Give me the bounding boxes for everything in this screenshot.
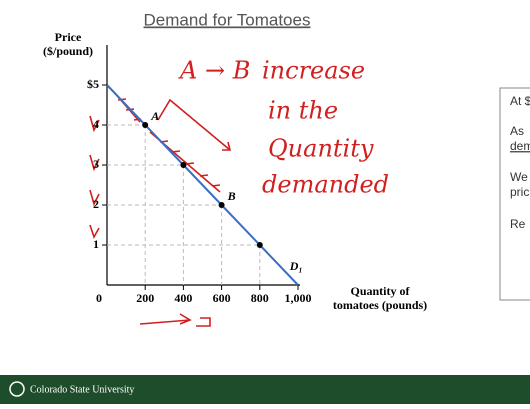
demand-line (106, 84, 299, 286)
note-line: Quantity (268, 135, 374, 163)
note-line: A → B (178, 57, 250, 85)
x-tick-label: 0 (96, 291, 102, 305)
point-label: A (150, 109, 159, 123)
point-label: B (227, 189, 236, 203)
note-line: demanded (262, 171, 389, 199)
text-panel (499, 87, 530, 301)
panel-line: At $ (510, 94, 530, 108)
chart-title: Demand for Tomatoes (144, 10, 311, 29)
point (256, 242, 263, 248)
x-tick-label: 400 (174, 291, 192, 305)
panel-line: pric (510, 185, 529, 199)
note-line: increase (262, 57, 365, 85)
x-tick-label: 200 (136, 291, 154, 305)
point (180, 162, 187, 168)
note-line: in the (268, 97, 338, 125)
arrow (89, 115, 100, 239)
y-tick-label: 2 (93, 197, 99, 211)
x-tick-label: 600 (213, 291, 231, 305)
arrow (139, 313, 211, 327)
y-tick-label: 4 (93, 117, 99, 131)
legend-label: D₁ (289, 259, 303, 273)
logo (9, 381, 25, 397)
panel-line: We (510, 170, 528, 184)
footer-bar (0, 375, 530, 404)
y-tick-label: 3 (93, 157, 99, 171)
y-axis-label: Price ($/pound) (43, 30, 93, 58)
point (142, 122, 149, 128)
y-tick-label: 1 (93, 237, 99, 251)
x-tick-label: 800 (251, 291, 269, 305)
panel-line: Re (510, 217, 526, 231)
x-axis-label: Quantity of tomatoes (pounds) (333, 284, 427, 312)
panel-line: As (510, 124, 524, 138)
y-tick-label: $5 (87, 77, 99, 91)
x-tick-label: 1,000 (285, 291, 312, 305)
point (218, 202, 225, 208)
handwritten-note: A → B increase in the Quantity demanded (178, 57, 389, 199)
arrow (149, 131, 221, 193)
arrow (157, 98, 232, 151)
footer-org: Colorado State University (30, 384, 134, 395)
panel-line: dem (510, 139, 530, 153)
